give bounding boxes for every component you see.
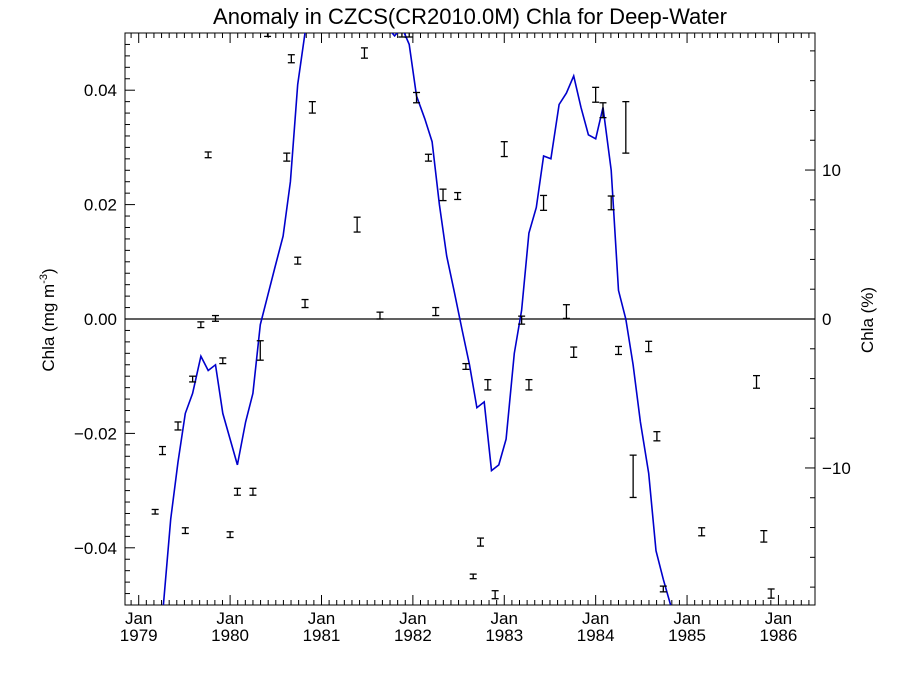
y-axis-left-title-main: Chla (mg m	[39, 284, 58, 372]
errorbar	[592, 86, 600, 103]
errorbar	[432, 306, 440, 317]
y-left-tick-label: −0.04	[74, 539, 117, 558]
errorbar	[518, 315, 526, 325]
x-tick-label-month: Jan	[125, 609, 152, 628]
errorbar	[376, 311, 384, 320]
x-tick-label-year: 1986	[760, 626, 798, 645]
x-tick-label-month: Jan	[582, 609, 609, 628]
errorbar	[540, 194, 548, 211]
errorbar	[454, 191, 462, 201]
errorbar	[622, 100, 630, 154]
x-tick-label-month: Jan	[673, 609, 700, 628]
errorbar	[469, 573, 477, 580]
errorbar	[249, 487, 257, 496]
errorbar	[767, 588, 775, 599]
errorbar	[629, 454, 637, 499]
errorbar	[562, 304, 570, 320]
errorbar	[615, 345, 623, 356]
errorbar	[174, 421, 182, 431]
errorbar	[283, 152, 291, 162]
x-tick-label-year: 1981	[303, 626, 341, 645]
errorbar	[477, 537, 485, 547]
errorbar	[462, 362, 470, 370]
y-left-tick-label: 0.04	[84, 81, 117, 100]
x-axis: Jan1979Jan1980Jan1981Jan1982Jan1983Jan19…	[120, 33, 810, 645]
y-right-tick-label: −10	[822, 459, 851, 478]
errorbar	[181, 527, 189, 535]
errorbar	[189, 375, 197, 383]
x-tick-label-year: 1983	[485, 626, 523, 645]
errorbar	[424, 153, 432, 162]
errorbar	[256, 340, 264, 361]
errorbar	[760, 529, 768, 543]
errorbar	[607, 195, 615, 211]
errorbar	[197, 321, 205, 329]
errorbar	[360, 47, 368, 59]
y-axis-left: −0.04 −0.02 0.00 0.02 0.04	[74, 32, 135, 606]
errorbar	[353, 216, 361, 233]
y-left-tick-label: 0.02	[84, 196, 117, 215]
y-right-tick-label: 10	[822, 161, 841, 180]
errorbar	[599, 102, 607, 119]
errorbar	[151, 508, 159, 515]
errorbar	[398, 33, 406, 38]
errorbar	[753, 374, 761, 389]
y-left-tick-label: 0.00	[84, 310, 117, 329]
errorbar	[439, 188, 447, 202]
x-tick-label-month: Jan	[491, 609, 518, 628]
errorbar	[308, 100, 316, 114]
y-axis-left-title: Chla (mg m-3)	[38, 268, 58, 371]
errorbar	[158, 445, 166, 456]
errorbar	[405, 33, 413, 38]
errorbar	[413, 91, 421, 104]
errorbar	[233, 487, 241, 496]
errorbar	[294, 256, 302, 265]
errorbar	[226, 531, 234, 539]
y-right-tick-label: 0	[822, 310, 831, 329]
errorbar	[659, 585, 667, 593]
y-axis-right-title: Chla (%)	[858, 287, 877, 353]
anomaly-line	[162, 33, 672, 605]
x-tick-label-month: Jan	[216, 609, 243, 628]
errorbar	[500, 141, 508, 158]
y-axis-left-title-close: )	[39, 268, 58, 274]
errorbar	[211, 314, 219, 322]
errorbar	[219, 357, 227, 365]
y-axis-left-title-superscript: -3	[38, 274, 50, 284]
x-tick-label-year: 1979	[120, 626, 158, 645]
y-left-tick-label: −0.02	[74, 424, 117, 443]
x-tick-label-year: 1984	[577, 626, 615, 645]
x-tick-label-year: 1980	[211, 626, 249, 645]
errorbar-points	[151, 33, 775, 600]
x-tick-label-month: Jan	[765, 609, 792, 628]
errorbar	[287, 54, 295, 64]
errorbar	[570, 346, 578, 358]
chart-title: Anomaly in CZCS(CR2010.0M) Chla for Deep…	[213, 4, 727, 29]
x-tick-label-month: Jan	[399, 609, 426, 628]
errorbar	[264, 33, 272, 38]
errorbar	[645, 340, 653, 353]
x-tick-label-year: 1982	[394, 626, 432, 645]
errorbar	[653, 431, 661, 442]
x-tick-label-month: Jan	[308, 609, 335, 628]
errorbar	[204, 151, 212, 159]
errorbar	[491, 590, 499, 600]
errorbar	[698, 527, 706, 537]
y-axis-right: −10 0 10	[805, 50, 851, 588]
errorbar	[484, 378, 492, 391]
errorbar	[525, 378, 533, 391]
x-tick-label-year: 1985	[668, 626, 706, 645]
errorbar	[301, 298, 309, 309]
